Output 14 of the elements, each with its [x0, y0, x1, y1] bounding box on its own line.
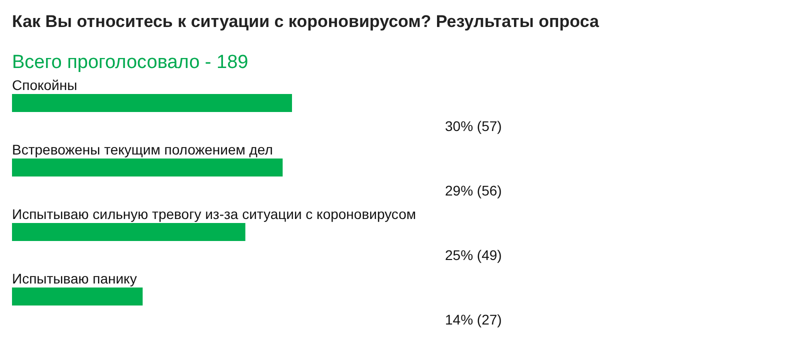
data-label: 30% (57) [445, 118, 502, 134]
bar [12, 223, 246, 241]
bar [12, 94, 292, 112]
bar [12, 288, 143, 306]
data-label: 14% (27) [445, 312, 502, 328]
y-tick-label: Испытываю сильную тревогу из-за ситуации с короновирусом [12, 206, 416, 222]
chart-subtitle: Всего проголосовало - 189 [12, 52, 248, 73]
bar [12, 158, 283, 176]
data-label: 25% (49) [445, 247, 502, 263]
data-label: 29% (56) [445, 182, 502, 198]
chart-title: Как Вы относитесь к ситуации с короновирусом? Результаты опроса [12, 12, 600, 31]
y-tick-label: Спокойны [12, 77, 78, 93]
y-tick-label: Встревожены текущим положением дел [12, 142, 273, 158]
y-tick-label: Испытываю панику [12, 270, 137, 286]
